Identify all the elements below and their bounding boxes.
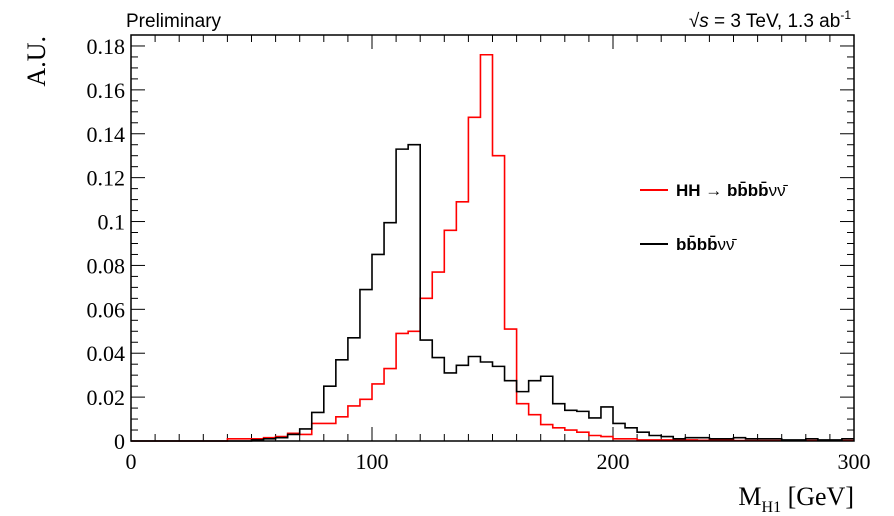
header-left: Preliminary xyxy=(126,11,222,32)
x-tick-label: 0 xyxy=(126,449,137,474)
y-tick-label: 0.16 xyxy=(87,78,126,103)
series-signal-line xyxy=(131,53,854,442)
y-tick-label: 0.12 xyxy=(87,166,126,191)
plot-frame xyxy=(130,34,855,442)
legend-label-signal: HH → bb̄bb̄νν̄ xyxy=(676,181,789,200)
y-tick-label: 0 xyxy=(114,429,125,454)
histogram-series xyxy=(131,53,854,442)
x-axis-label: MH1 [GeV] xyxy=(738,482,854,516)
y-tick-label: 0.02 xyxy=(87,385,126,410)
y-tick-label: 0.18 xyxy=(87,34,126,59)
legend-label-background: bb̄bb̄νν̄ xyxy=(676,235,738,254)
x-tick-label: 300 xyxy=(838,449,871,474)
y-tick-label: 0.08 xyxy=(87,253,126,278)
y-tick-label: 0.06 xyxy=(87,297,126,322)
legend: HH → bb̄bb̄νν̄ bb̄bb̄νν̄ xyxy=(640,181,789,254)
x-tick-label: 200 xyxy=(597,449,630,474)
x-tick-label: 100 xyxy=(356,449,389,474)
y-axis-label: A.U. xyxy=(22,36,51,87)
series-background-line xyxy=(131,143,854,442)
axis-ticks: 0 100 200 300 0 0.02 0.04 0.06 0.08 0.1 0.12 0.14 0.… xyxy=(87,34,871,474)
y-tick-label: 0.04 xyxy=(87,341,126,366)
y-tick-label: 0.14 xyxy=(87,122,126,147)
y-tick-label: 0.1 xyxy=(98,210,126,235)
header-right: √s = 3 TeV, 1.3 ab-1 xyxy=(689,8,851,32)
